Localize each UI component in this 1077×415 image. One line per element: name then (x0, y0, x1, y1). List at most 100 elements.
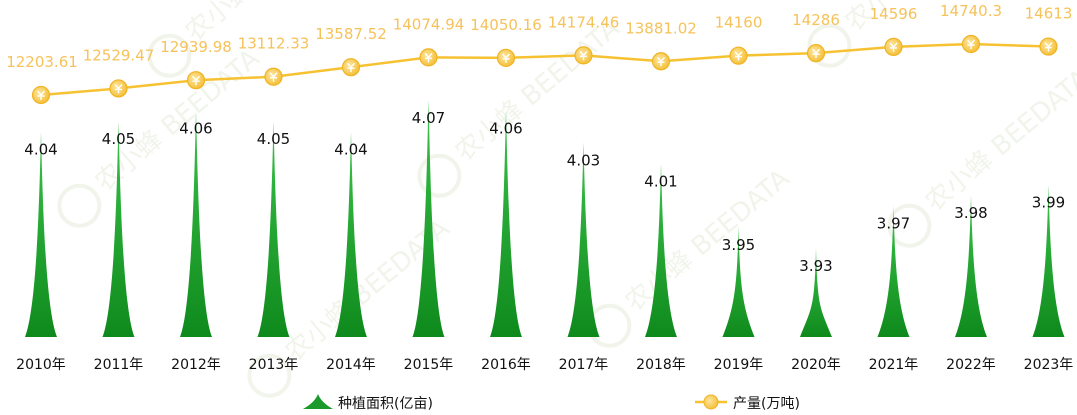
legend: 种植面积(亿亩) 产量(万吨) (303, 394, 800, 412)
coin-marker (1039, 37, 1058, 56)
bar-spike (722, 226, 755, 337)
watermark-logo-icon (417, 153, 462, 198)
line-data-label: 14740.3 (940, 2, 1002, 20)
bar-data-label: 4.06 (489, 120, 522, 138)
x-tick-label: 2018年 (636, 357, 686, 373)
x-tick-label: 2017年 (559, 357, 609, 373)
watermark: 农小蜂 BEEDATA (587, 163, 796, 348)
bar-spike (257, 121, 290, 338)
bar-data-label: 4.01 (644, 172, 677, 190)
x-tick-label: 2021年 (869, 357, 919, 373)
bar-data-label: 3.97 (877, 215, 910, 233)
bar-spike (412, 100, 445, 337)
coin-marker (109, 79, 128, 98)
line-data-label: 12529.47 (83, 46, 155, 64)
line-data-label: 14613 (1025, 5, 1073, 23)
bar-data-label: 4.06 (179, 120, 212, 138)
line-data-label: 13112.33 (238, 35, 310, 53)
coin-symbol (346, 62, 356, 73)
coin-marker (264, 67, 283, 86)
bar-data-label: 4.04 (334, 141, 367, 159)
coin-symbol (269, 72, 278, 82)
coin-marker (729, 46, 748, 65)
watermark-logo-icon (587, 303, 632, 348)
x-tick-label: 2020年 (791, 357, 841, 373)
legend-item-area[interactable]: 种植面积(亿亩) (303, 394, 433, 412)
line-data-label: 14160 (715, 14, 763, 32)
bar-data-label: 4.03 (567, 151, 600, 169)
line-data-label: 14050.16 (470, 16, 542, 34)
bar-data-label: 3.98 (954, 204, 987, 222)
bar-data-label: 3.93 (799, 257, 832, 275)
line-data-label: 13587.52 (315, 25, 387, 43)
bar-data-label: 4.05 (257, 130, 290, 148)
watermark: 农小蜂 BEEDATA (417, 13, 626, 198)
coin-symbol (656, 56, 666, 67)
x-tick-label: 2013年 (249, 357, 299, 373)
coin-symbol (966, 39, 976, 49)
bar-spike (955, 195, 987, 337)
line-data-label: 13881.02 (625, 19, 697, 37)
coin-marker (884, 37, 903, 57)
x-axis-ticks: 2010年 2011年 2012年 2013年 2014年 2015年 2016年 2017年… (16, 357, 1073, 373)
line-data-label: 14074.94 (393, 15, 465, 33)
coin-symbol (889, 42, 898, 52)
watermark-logo-icon (147, 33, 192, 78)
coin-marker (496, 48, 516, 67)
legend-item-yield[interactable]: 产量(万吨) (695, 394, 800, 412)
x-tick-label: 2022年 (946, 357, 996, 373)
bar-data-label: 3.95 (722, 236, 755, 254)
coin-marker (419, 48, 438, 67)
coin-symbol (734, 51, 743, 61)
coin-symbol (1044, 42, 1053, 52)
bar-data-label: 4.05 (102, 130, 135, 148)
coin-marker (574, 46, 593, 65)
bar-series (25, 100, 1065, 338)
bar-spike (180, 110, 212, 337)
x-tick-label: 2023年 (1024, 357, 1074, 373)
bar-spike (567, 142, 600, 337)
bar-spike (877, 205, 910, 337)
watermark-logo-icon (57, 183, 102, 228)
bar-labels: 4.04 4.05 4.06 4.05 4.04 4.07 4.06 4.03 4.01 3.95… (24, 109, 1065, 275)
bar-spike (490, 110, 522, 337)
bar-spike (1032, 184, 1065, 337)
line-data-label: 12939.98 (160, 38, 232, 56)
line-data-label: 14596 (870, 5, 918, 23)
bar-spike (800, 248, 832, 337)
legend-spike-icon (303, 394, 333, 409)
watermark-text: 农小蜂 BEEDATA (450, 13, 626, 167)
x-tick-label: 2014年 (326, 357, 376, 373)
bar-data-label: 4.04 (24, 141, 57, 159)
coin-marker (961, 34, 981, 54)
coin-symbol (501, 53, 511, 63)
x-tick-label: 2019年 (714, 357, 764, 373)
coin-marker (651, 52, 671, 71)
x-tick-label: 2012年 (171, 357, 221, 373)
legend-label: 产量(万吨) (733, 396, 800, 412)
legend-label: 种植面积(亿亩) (338, 395, 433, 412)
line-data-label: 14286 (792, 11, 840, 29)
line-path (40, 42, 1049, 97)
watermark-logo-icon (247, 353, 292, 398)
line-series (31, 34, 1058, 105)
x-tick-label: 2011年 (94, 357, 144, 373)
coin-symbol (191, 75, 201, 86)
bar-data-label: 3.99 (1032, 194, 1065, 212)
coin-symbol (579, 50, 588, 61)
bar-spike (102, 121, 135, 338)
x-tick-label: 2015年 (404, 357, 454, 373)
bar-spike (335, 131, 367, 337)
coin-marker (806, 44, 826, 63)
coin-symbol (36, 90, 46, 100)
watermark-text: 农小蜂 BEEDATA (90, 43, 266, 197)
coin-symbol (424, 52, 433, 63)
line-labels: 12203.61 12529.47 12939.98 13112.33 13587.52… (6, 2, 1072, 71)
x-tick-label: 2016年 (481, 357, 531, 373)
coin-marker (186, 71, 206, 90)
coin-symbol (811, 48, 821, 59)
x-tick-label: 2010年 (16, 357, 66, 373)
coin-symbol (114, 83, 123, 94)
